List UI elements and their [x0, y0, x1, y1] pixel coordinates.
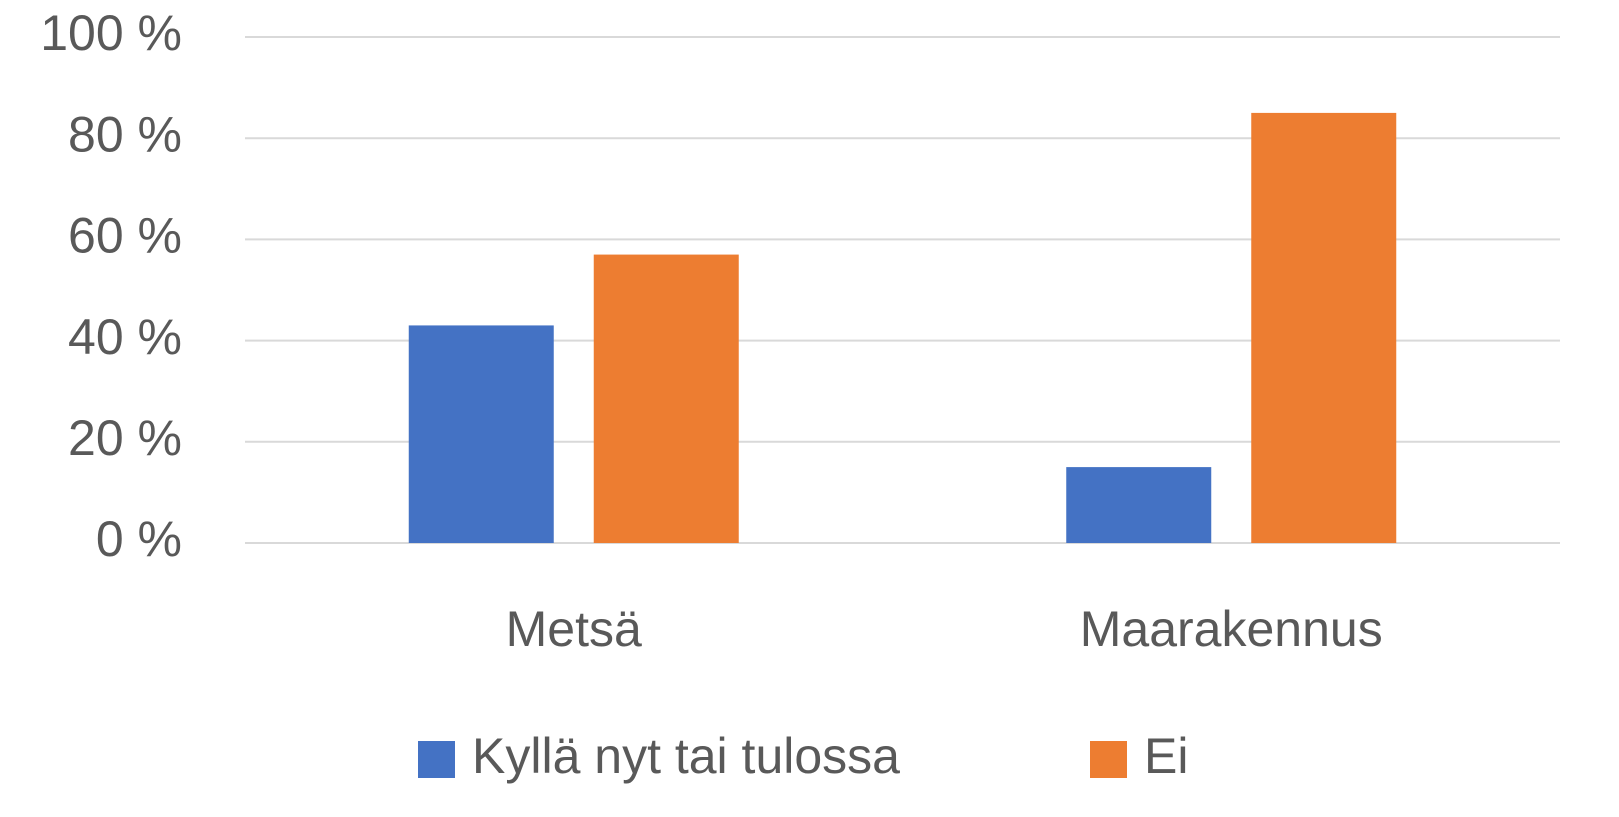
y-tick-label: 40 % — [68, 309, 182, 365]
y-tick-label: 100 % — [40, 5, 182, 61]
legend-swatch — [1090, 741, 1127, 778]
y-tick-label: 60 % — [68, 208, 182, 264]
bar — [408, 325, 554, 543]
x-tick-label: Metsä — [506, 601, 642, 657]
legend-label: Ei — [1144, 728, 1188, 784]
legend-label: Kyllä nyt tai tulossa — [472, 728, 900, 784]
bar — [1251, 112, 1397, 544]
legend-swatch — [418, 741, 455, 778]
y-tick-label: 0 % — [96, 511, 182, 567]
bar — [1066, 467, 1212, 543]
y-tick-label: 20 % — [68, 410, 182, 466]
x-tick-label: Maarakennus — [1080, 601, 1383, 657]
bar — [593, 254, 739, 543]
y-tick-label: 80 % — [68, 106, 182, 162]
